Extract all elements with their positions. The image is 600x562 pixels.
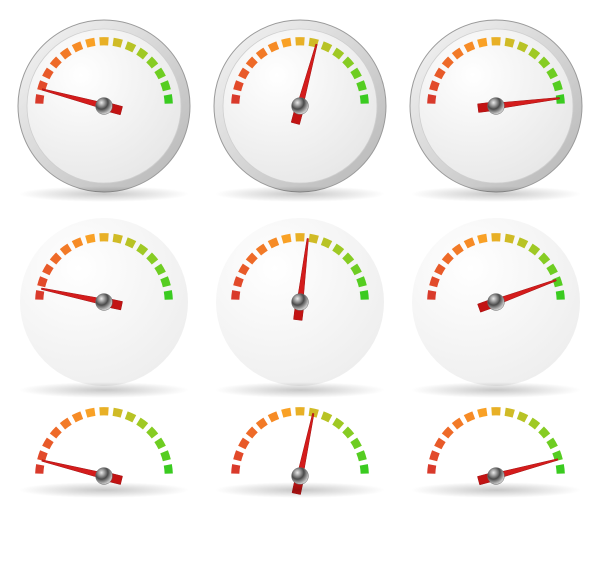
tick-0 (231, 94, 240, 104)
tick-12 (546, 438, 557, 450)
tick-14 (360, 464, 369, 474)
tick-11 (538, 427, 550, 439)
tick-1 (429, 450, 440, 461)
tick-0 (427, 290, 436, 300)
tick-12 (350, 438, 361, 450)
gauge-r2c1 (12, 210, 196, 394)
tick-0 (427, 464, 436, 474)
needle-blade (297, 413, 314, 476)
tick-14 (164, 94, 173, 104)
tick-7 (295, 233, 304, 241)
gauge-r1c2 (208, 14, 392, 198)
needle-hub (292, 294, 309, 311)
tick-0 (35, 94, 44, 104)
gauge-r1c1 (12, 14, 196, 198)
tick-14 (556, 464, 565, 474)
tick-6 (85, 408, 95, 418)
tick-0 (35, 290, 44, 300)
gauge-r3c3 (404, 384, 588, 562)
gauge-r2c3 (404, 210, 588, 394)
tick-14 (360, 94, 369, 104)
tick-14 (164, 290, 173, 300)
tick-1 (37, 450, 48, 461)
tick-11 (146, 427, 158, 439)
tick-8 (505, 408, 515, 418)
needle-hub (292, 98, 309, 115)
tick-3 (442, 427, 454, 439)
tick-0 (427, 94, 436, 104)
tick-9 (517, 411, 528, 422)
tick-7 (99, 37, 108, 45)
needle-hub (96, 98, 113, 115)
tick-11 (342, 427, 354, 439)
tick-14 (360, 290, 369, 300)
tick-3 (50, 427, 62, 439)
tick-5 (464, 411, 475, 422)
tick-13 (160, 450, 171, 461)
tick-7 (491, 233, 500, 241)
tick-6 (281, 408, 291, 418)
tick-4 (452, 418, 464, 430)
gauge-r3c2 (208, 384, 392, 562)
tick-2 (434, 438, 445, 450)
tick-2 (42, 438, 53, 450)
tick-6 (477, 408, 487, 418)
tick-7 (491, 37, 500, 45)
needle-hub (488, 468, 505, 485)
tick-4 (256, 418, 268, 430)
needle-hub (96, 294, 113, 311)
tick-9 (125, 411, 136, 422)
needle-hub (488, 294, 505, 311)
tick-8 (113, 408, 123, 418)
tick-0 (35, 464, 44, 474)
tick-14 (164, 464, 173, 474)
tick-9 (321, 411, 332, 422)
tick-10 (136, 418, 148, 430)
needle (477, 459, 558, 485)
needle-hub (96, 468, 113, 485)
needle-hub (488, 98, 505, 115)
gauge-grid (0, 0, 600, 562)
tick-7 (295, 37, 304, 45)
needle (42, 460, 123, 485)
tick-0 (231, 464, 240, 474)
tick-1 (233, 450, 244, 461)
gauge-r1c3 (404, 14, 588, 198)
tick-13 (356, 450, 367, 461)
needle-hub (292, 468, 309, 485)
tick-10 (528, 418, 540, 430)
gauge-r3c1 (12, 384, 196, 562)
tick-5 (72, 411, 83, 422)
tick-14 (556, 290, 565, 300)
tick-2 (238, 438, 249, 450)
tick-4 (60, 418, 72, 430)
tick-7 (99, 233, 108, 241)
tick-7 (99, 407, 108, 415)
tick-10 (332, 418, 344, 430)
tick-5 (268, 411, 279, 422)
tick-3 (246, 427, 258, 439)
tick-0 (231, 290, 240, 300)
gauge-r2c2 (208, 210, 392, 394)
tick-12 (154, 438, 165, 450)
tick-7 (491, 407, 500, 415)
needle (292, 413, 314, 494)
tick-7 (295, 407, 304, 415)
needle-blade (42, 460, 105, 479)
